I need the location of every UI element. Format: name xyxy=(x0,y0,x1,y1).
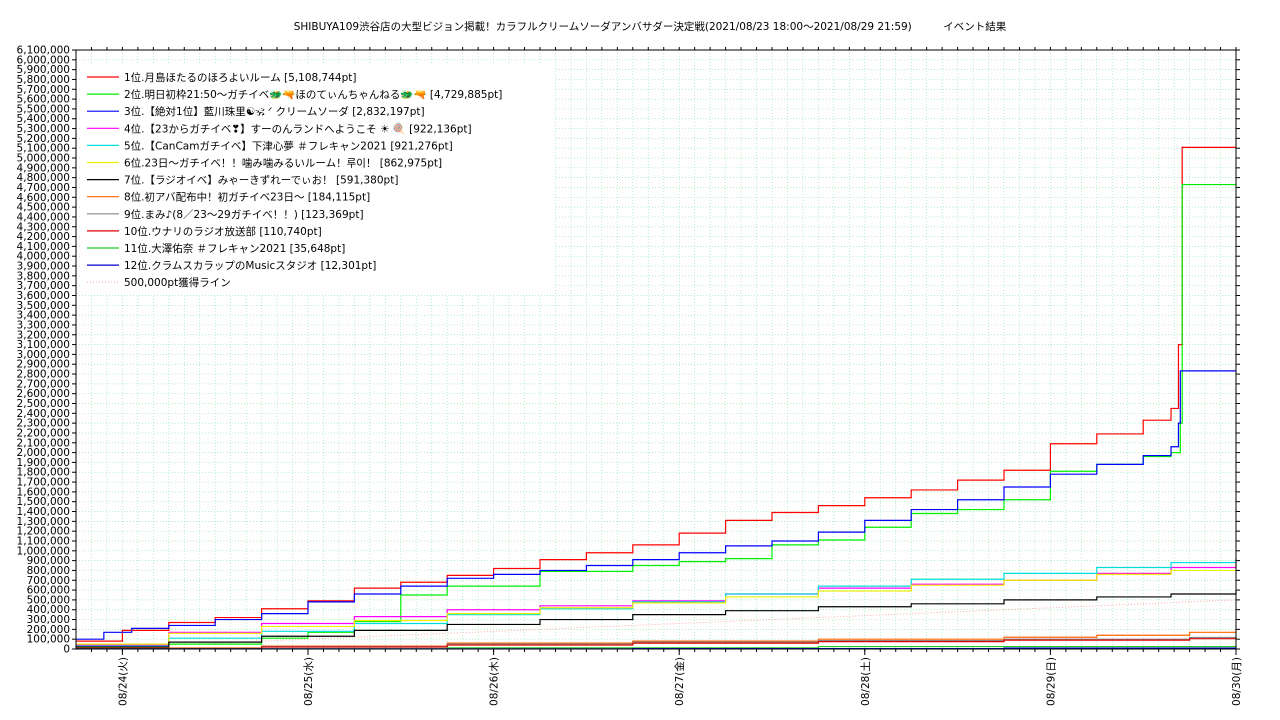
y-tick-label: 3,300,000 xyxy=(17,319,70,331)
y-tick-label: 1,000,000 xyxy=(17,545,70,557)
y-tick-label: 2,600,000 xyxy=(17,388,70,400)
x-tick-label: 08/28(土) xyxy=(859,657,872,706)
y-tick-label: 1,400,000 xyxy=(17,506,70,518)
y-tick-label: 2,800,000 xyxy=(17,369,70,381)
y-tick-label: 1,800,000 xyxy=(17,467,70,479)
y-tick-label: 1,700,000 xyxy=(17,477,70,489)
legend-label: 8位.初アバ配布中！初ガチイベ23日〜 [184,115pt] xyxy=(124,191,370,204)
y-tick-label: 300,000 xyxy=(27,614,70,626)
y-tick-label: 2,100,000 xyxy=(17,437,70,449)
y-tick-label: 4,200,000 xyxy=(17,231,70,243)
y-tick-label: 2,500,000 xyxy=(17,398,70,410)
y-tick-label: 2,200,000 xyxy=(17,427,70,439)
legend-label: 1位.月島ほたるのほろよいルーム [5,108,744pt] xyxy=(124,71,356,84)
y-tick-label: 3,600,000 xyxy=(17,290,70,302)
y-tick-label: 4,700,000 xyxy=(17,182,70,194)
y-tick-label: 5,000,000 xyxy=(17,153,70,165)
x-tick-label: 08/30(月) xyxy=(1231,657,1243,706)
x-axis: 08/24(火) 08/25(水) 08/26(木) 08/27(金) 08/28(土)… xyxy=(90,47,1243,706)
y-tick-label: 5,500,000 xyxy=(17,103,70,115)
y-tick-label: 4,600,000 xyxy=(17,192,70,204)
legend-label: 9位.まみ♪(8／23〜29ガチイベ！！) [123,369pt] xyxy=(124,208,364,221)
y-tick-label: 3,700,000 xyxy=(17,280,70,292)
y-tick-label: 100,000 xyxy=(27,634,70,646)
legend-label: 11位.大澤佑奈 ＃フレキャン2021 [35,648pt] xyxy=(124,242,345,255)
series-line-6 xyxy=(76,564,1237,645)
y-tick-label: 2,700,000 xyxy=(17,378,70,390)
y-tick-label: 800,000 xyxy=(27,565,70,577)
legend-label: 4位.【23からガチイベ❣】すーのんランドへようこそ ☀ 🍭 [922,136p… xyxy=(124,121,472,135)
y-tick-label: 4,800,000 xyxy=(17,172,70,184)
x-tick-label: 08/26(木) xyxy=(489,657,501,706)
y-tick-label: 5,700,000 xyxy=(17,84,70,96)
legend-label: 12位.クラムスカラップのMusicスタジオ [12,301pt] xyxy=(124,259,376,272)
y-tick-label: 3,500,000 xyxy=(17,300,70,312)
y-tick-label: 1,600,000 xyxy=(17,486,70,498)
y-tick-label: 1,200,000 xyxy=(17,526,70,538)
y-tick-label: 200,000 xyxy=(27,624,70,636)
y-tick-label: 4,300,000 xyxy=(17,221,70,233)
y-tick-label: 2,300,000 xyxy=(17,418,70,430)
legend-label: 10位.ウナリのラジオ放送部 [110,740pt] xyxy=(124,225,322,238)
y-tick-label: 5,900,000 xyxy=(17,64,70,76)
series-line-3 xyxy=(76,370,1236,640)
y-tick-label: 6,100,000 xyxy=(17,45,70,57)
y-tick-label: 4,100,000 xyxy=(17,241,70,253)
plot-frame xyxy=(75,49,1237,650)
series-line-7 xyxy=(76,590,1237,648)
y-tick-label: 5,100,000 xyxy=(17,143,70,155)
y-tick-label: 6,000,000 xyxy=(17,54,70,66)
y-tick-label: 400,000 xyxy=(27,604,70,616)
y-tick-label: 4,500,000 xyxy=(17,202,70,214)
x-tick-label: 08/25(水) xyxy=(303,657,315,706)
y-tick-label: 700,000 xyxy=(27,575,70,587)
y-tick-label: 500,000 xyxy=(27,594,70,606)
y-tick-label: 900,000 xyxy=(27,555,70,567)
y-tick-label: 4,900,000 xyxy=(17,162,70,174)
legend-label: 5位.【CanCamガチイベ】下津心夢 ＃フレキャン2021 [921,276p… xyxy=(124,139,453,152)
y-tick-label: 5,800,000 xyxy=(17,74,70,86)
series-line-1 xyxy=(76,146,1236,642)
y-tick-label: 5,300,000 xyxy=(17,123,70,135)
legend-label: 3位.【絶対1位】藍川珠里☯🕉 ᐟ クリームソーダ [2,832,197pt] xyxy=(124,105,425,118)
y-tick-label: 3,400,000 xyxy=(17,310,70,322)
legend-background xyxy=(80,64,555,294)
y-tick-label: 5,600,000 xyxy=(17,94,70,106)
chart-title: SHIBUYA109渋谷店の大型ビジョン掲載！カラフルクリームソーダアンバサダー… xyxy=(293,21,1007,33)
y-tick-label: 600,000 xyxy=(27,585,70,597)
legend-label: 2位.明日初枠21:50〜ガチイベ🐲🔫ほのてぃんちゃんねる🐲🔫 [4,729,8… xyxy=(124,88,502,101)
legend: 1位.月島ほたるのほろよいルーム [5,108,744pt] 2位.明日初枠21:… xyxy=(80,64,555,294)
y-tick-label: 1,300,000 xyxy=(17,516,70,528)
y-tick-label: 5,400,000 xyxy=(17,113,70,125)
y-tick-label: 3,200,000 xyxy=(17,329,70,341)
y-tick-label: 4,400,000 xyxy=(17,211,70,223)
x-tick-label: 08/27(金) xyxy=(673,657,686,706)
y-tick-label: 4,000,000 xyxy=(17,251,70,263)
y-tick-label: 1,900,000 xyxy=(17,457,70,469)
y-tick-label: 1,500,000 xyxy=(17,496,70,508)
y-tick-label: 3,100,000 xyxy=(17,339,70,351)
y-tick-label: 2,000,000 xyxy=(17,447,70,459)
legend-label: 7位.【ラジオイベ】みゃーきずれーでぃお！ [591,380pt] xyxy=(124,174,398,187)
y-tick-label: 2,400,000 xyxy=(17,408,70,420)
x-tick-label: 08/24(火) xyxy=(117,657,129,706)
y-tick-label: 3,800,000 xyxy=(17,270,70,282)
y-tick-label: 3,900,000 xyxy=(17,261,70,273)
y-axis: 0100,000200,000300,000400,000500,000600,… xyxy=(17,45,1240,656)
x-tick-label: 08/29(日) xyxy=(1045,657,1057,706)
y-tick-label: 0 xyxy=(63,644,70,656)
y-tick-label: 5,200,000 xyxy=(17,133,70,145)
legend-label: 500,000pt獲得ライン xyxy=(124,276,231,289)
series-line-10 xyxy=(76,638,1237,650)
y-tick-label: 3,000,000 xyxy=(17,349,70,361)
legend-label: 6位.23日〜ガチイベ！！噛み噛みるいルーム！루이！ [862,975pt] xyxy=(124,157,442,170)
y-tick-label: 2,900,000 xyxy=(17,359,70,371)
y-tick-label: 1,100,000 xyxy=(17,535,70,547)
